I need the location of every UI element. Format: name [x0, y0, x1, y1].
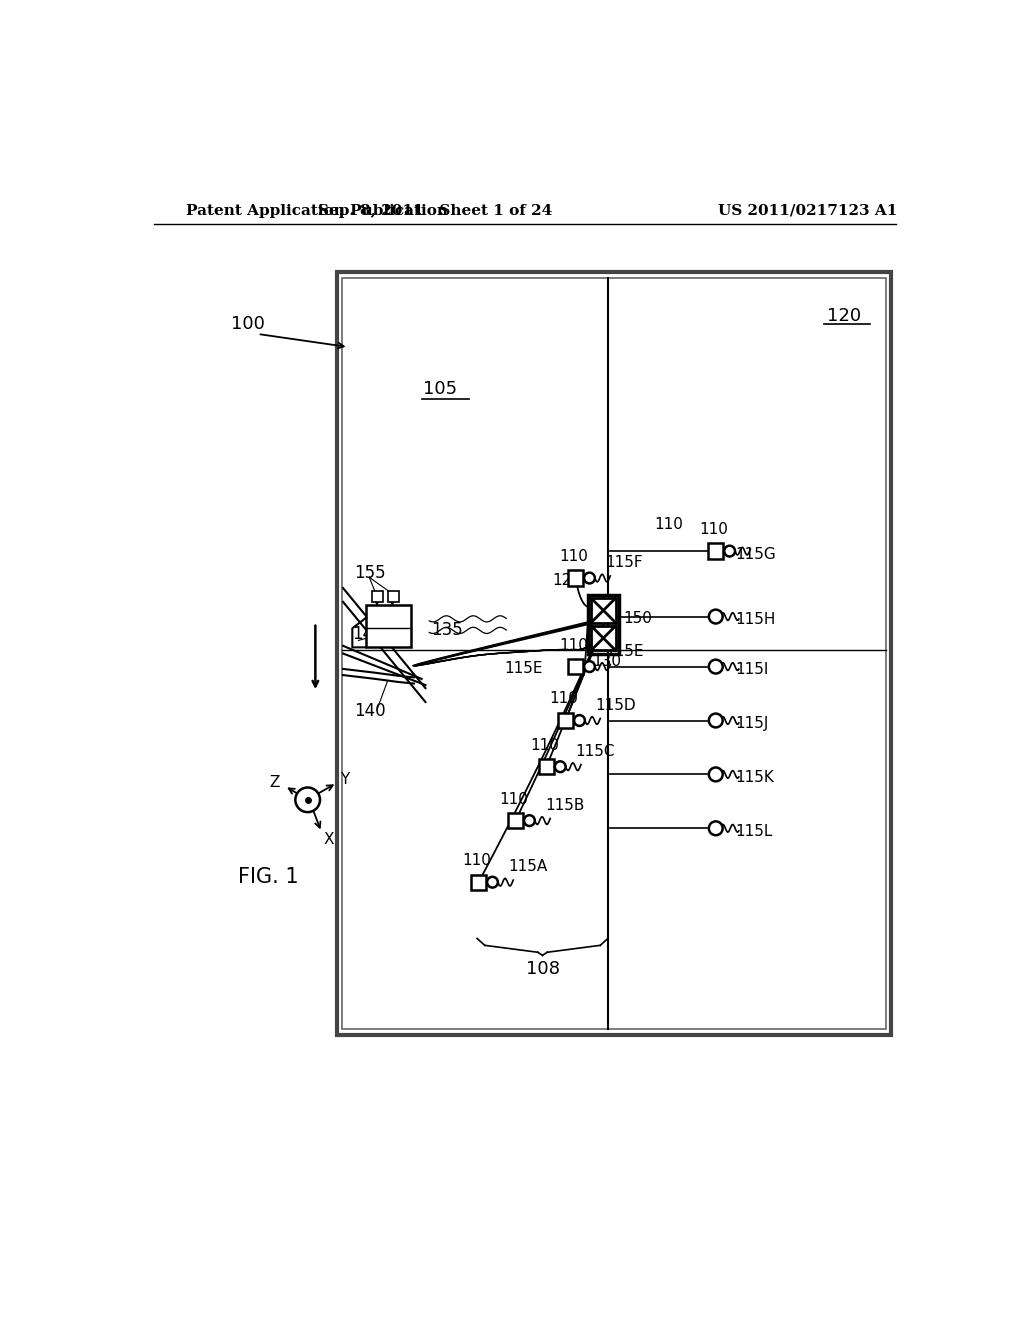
- Text: 115L: 115L: [736, 824, 773, 840]
- Bar: [367, 605, 411, 647]
- Text: 100: 100: [230, 315, 264, 333]
- Text: 110: 110: [560, 638, 589, 652]
- Circle shape: [295, 788, 319, 812]
- Text: 115F: 115F: [605, 556, 642, 570]
- Bar: [588, 595, 618, 653]
- Bar: [568, 659, 584, 675]
- Text: 110: 110: [463, 853, 492, 869]
- Text: US 2011/0217123 A1: US 2011/0217123 A1: [719, 203, 898, 218]
- Bar: [373, 591, 383, 602]
- Text: 110: 110: [699, 521, 729, 537]
- Circle shape: [709, 714, 723, 727]
- Text: 145: 145: [352, 626, 384, 643]
- Circle shape: [709, 821, 723, 836]
- Text: Z: Z: [269, 775, 280, 791]
- Circle shape: [724, 545, 735, 557]
- Text: 135: 135: [431, 622, 463, 639]
- Text: X: X: [323, 833, 334, 847]
- Text: 115I: 115I: [736, 663, 769, 677]
- Bar: [591, 626, 615, 651]
- Bar: [591, 598, 615, 623]
- Text: Patent Application Publication: Patent Application Publication: [186, 203, 449, 218]
- Bar: [568, 570, 584, 586]
- Text: 110: 110: [500, 792, 528, 807]
- Text: 115C: 115C: [575, 743, 615, 759]
- Text: 110: 110: [654, 517, 683, 532]
- Bar: [337, 272, 891, 1035]
- Text: 115E: 115E: [505, 660, 544, 676]
- Bar: [342, 277, 886, 1030]
- Text: FIG. 1: FIG. 1: [239, 867, 299, 887]
- Circle shape: [574, 715, 585, 726]
- Bar: [708, 544, 724, 558]
- Text: 115J: 115J: [736, 715, 769, 731]
- Circle shape: [584, 661, 595, 672]
- Circle shape: [487, 876, 498, 887]
- Text: 108: 108: [525, 960, 559, 978]
- Text: 115G: 115G: [736, 546, 776, 562]
- Text: 140: 140: [354, 702, 385, 721]
- Text: 115K: 115K: [736, 770, 774, 785]
- Text: 155: 155: [354, 564, 385, 582]
- Text: 150: 150: [624, 611, 652, 626]
- Bar: [508, 813, 523, 829]
- Text: 115H: 115H: [736, 612, 776, 627]
- Text: 120: 120: [827, 308, 861, 325]
- Text: 110: 110: [530, 738, 559, 752]
- Bar: [539, 759, 554, 775]
- Text: 110: 110: [550, 692, 579, 706]
- Text: 105: 105: [423, 380, 458, 399]
- Text: 125: 125: [553, 573, 582, 587]
- Circle shape: [709, 660, 723, 673]
- Text: 130: 130: [592, 653, 621, 669]
- Bar: [471, 874, 486, 890]
- Circle shape: [555, 762, 565, 772]
- Text: 115A: 115A: [508, 859, 547, 874]
- Bar: [388, 591, 398, 602]
- Circle shape: [709, 767, 723, 781]
- Text: 115B: 115B: [545, 797, 585, 813]
- Circle shape: [584, 573, 595, 583]
- Circle shape: [524, 816, 535, 826]
- Text: Sep. 8, 2011   Sheet 1 of 24: Sep. 8, 2011 Sheet 1 of 24: [317, 203, 552, 218]
- Text: 115E: 115E: [605, 644, 643, 659]
- Text: Y: Y: [340, 772, 349, 787]
- Circle shape: [709, 610, 723, 623]
- Bar: [558, 713, 573, 729]
- Text: 110: 110: [560, 549, 589, 564]
- Text: 115D: 115D: [595, 697, 636, 713]
